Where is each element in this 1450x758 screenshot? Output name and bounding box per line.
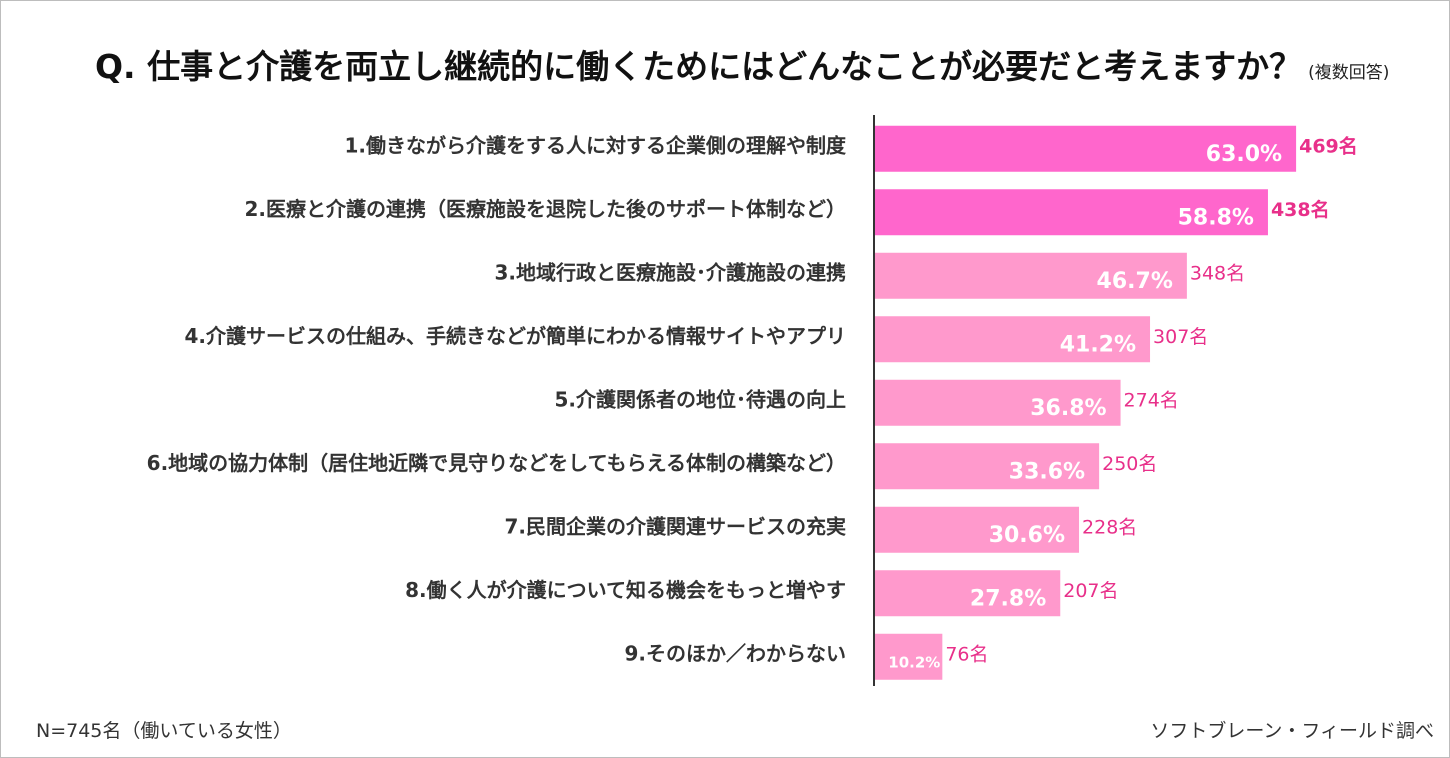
bar (874, 633, 943, 680)
title-sub: (複数回答) (1308, 63, 1390, 83)
value-label: 41.2% (1060, 332, 1136, 357)
bar (874, 506, 1080, 553)
category-label: 3.地域行政と医療施設･介護施設の連携 (494, 260, 846, 284)
count-label: 274名 (1124, 389, 1179, 411)
category-label: 1.働きながら介護をする人に対する企業側の理解や制度 (344, 133, 847, 157)
value-label: 27.8% (970, 586, 1046, 611)
source-note: ソフトブレーン・フィールド調べ (1150, 720, 1434, 742)
count-label: 307名 (1153, 326, 1208, 348)
value-label: 46.7% (1097, 269, 1173, 294)
count-label: 469名 (1299, 134, 1358, 157)
count-label: 228名 (1082, 516, 1137, 538)
count-label: 207名 (1063, 580, 1118, 602)
value-label: 58.8% (1178, 205, 1254, 230)
value-label: 33.6% (1009, 459, 1085, 484)
category-label: 8.働く人が介護について知る機会をもっと増やす (405, 578, 846, 602)
bar (874, 316, 1151, 363)
bar (874, 379, 1121, 426)
value-label: 10.2% (888, 653, 940, 671)
count-label: 76名 (945, 643, 988, 665)
sample-note: N=745名（働いている女性） (36, 720, 292, 742)
bar (874, 570, 1061, 617)
category-label: 4.介護サービスの仕組み、手続きなどが簡単にわかる情報サイトやアプリ (184, 324, 846, 348)
bar (874, 125, 1297, 172)
value-label: 30.6% (989, 523, 1065, 548)
value-label: 63.0% (1206, 142, 1282, 167)
value-label: 36.8% (1030, 396, 1106, 421)
chart-title: Q. 仕事と介護を両立し継続的に働くためにはどんなことが必要だと考えますか？ (複… (95, 40, 1389, 88)
count-label: 348名 (1190, 262, 1245, 284)
title-main: Q. 仕事と介護を両立し継続的に働くためにはどんなことが必要だと考えますか？ (95, 47, 1303, 86)
bar (874, 443, 1100, 490)
bar (874, 252, 1187, 299)
bar (874, 189, 1268, 236)
category-label: 5.介護関係者の地位･待遇の向上 (554, 387, 846, 411)
count-label: 250名 (1102, 453, 1157, 475)
category-label: 6.地域の協力体制（居住地近隣で見守りなどをしてもらえる体制の構築など） (147, 451, 846, 475)
category-label: 7.民間企業の介護関連サービスの充実 (504, 514, 846, 538)
category-label: 2.医療と介護の連携（医療施設を退院した後のサポート体制など） (244, 197, 846, 221)
category-label: 9.そのほか／わからない (624, 641, 846, 665)
count-label: 438名 (1271, 198, 1330, 221)
